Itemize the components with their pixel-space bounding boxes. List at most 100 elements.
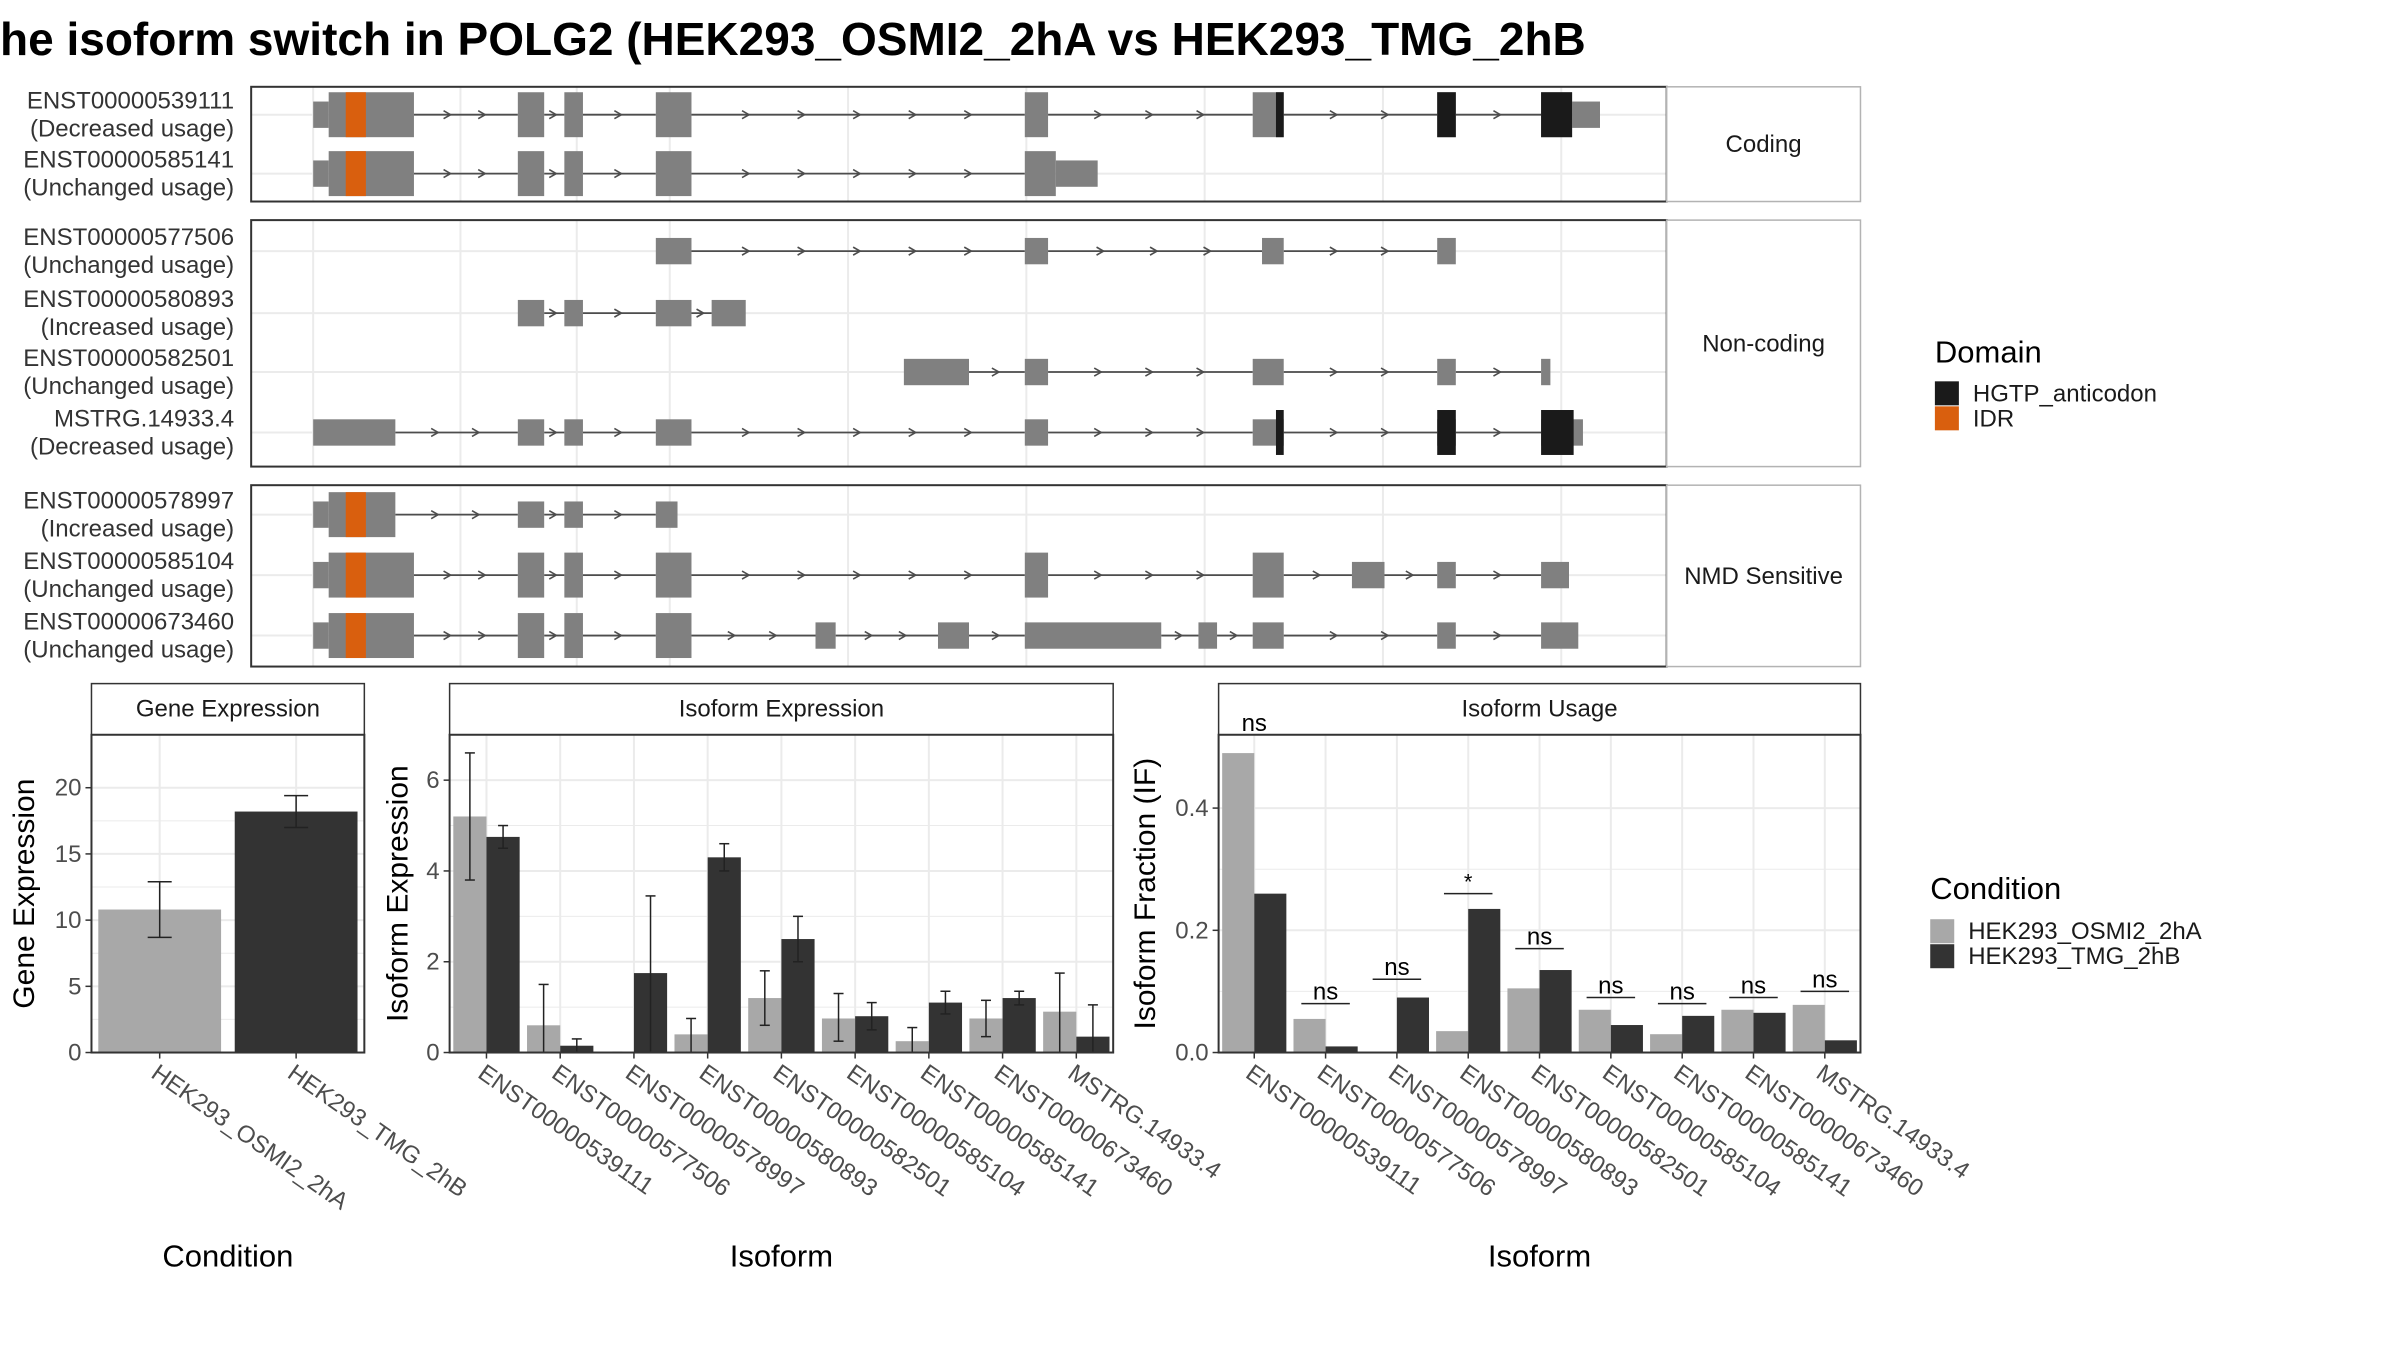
exon (564, 151, 583, 197)
structure-panel-0: ENST00000539111(Decreased usage)ENST0000… (23, 85, 1862, 203)
intron-arrow (477, 168, 487, 179)
intron-arrow (548, 168, 558, 179)
y-tick-label: 5 (68, 973, 81, 1000)
y-tick-label: 0 (68, 1040, 81, 1067)
panel-strip-label: NMD Sensitive (1684, 563, 1843, 590)
transcript-status-label: (Decreased usage) (30, 116, 234, 143)
transcript-id-label: ENST00000539111 (27, 88, 234, 115)
intron-arrow (613, 509, 623, 520)
exon (1024, 92, 1049, 138)
hgtp-anticodon-domain (1541, 92, 1573, 138)
intron-arrow (1093, 570, 1103, 580)
panel-strip-label: Coding (1726, 131, 1802, 158)
transcript-status-label: (Unchanged usage) (23, 637, 234, 664)
intron-arrow (797, 427, 807, 438)
intron-arrow (1196, 367, 1206, 377)
transcript-id-label: ENST00000578997 (23, 488, 234, 515)
bar (1682, 1015, 1715, 1053)
transcript-status-label: (Unchanged usage) (23, 576, 234, 603)
intron-arrow (548, 110, 558, 120)
transcript-status-label: (Unchanged usage) (23, 252, 234, 279)
plot-border (90, 733, 366, 1054)
exon (1351, 561, 1385, 589)
exon (1055, 160, 1098, 187)
intron-arrow (477, 630, 487, 641)
chart-title: Gene Expression (136, 696, 320, 723)
exon (328, 552, 414, 598)
intron-arrow (741, 168, 751, 179)
bar (1222, 753, 1255, 1053)
intron-arrow (797, 110, 807, 120)
exon (1541, 358, 1551, 386)
exon (564, 501, 583, 528)
intron-arrow (613, 630, 623, 641)
intron-arrow (741, 427, 751, 438)
transcript-id-label: ENST00000580893 (23, 286, 234, 313)
transcript-ENST00000539111: ENST00000539111(Decreased usage) (27, 88, 1600, 143)
bar (486, 836, 520, 1053)
intron-arrow (548, 570, 558, 580)
intron-arrow (908, 427, 918, 438)
exon (1024, 552, 1049, 598)
exon (517, 552, 545, 598)
intron-arrow (963, 427, 973, 438)
intron-arrow (1203, 246, 1213, 256)
bar (1507, 988, 1540, 1053)
intron-arrow (797, 570, 807, 580)
intron-arrow (1329, 367, 1339, 377)
y-tick-label: 0 (426, 1040, 439, 1067)
exon (711, 299, 746, 327)
panel-strip (1665, 484, 1862, 668)
transcript-id-label: ENST00000673460 (23, 609, 234, 636)
intron-arrow (797, 246, 807, 256)
intron-arrow (1093, 110, 1103, 120)
intron-arrow (443, 570, 453, 580)
y-tick-label: 15 (55, 841, 82, 868)
significance-label: ns (1313, 979, 1338, 1006)
exon (1024, 419, 1049, 446)
idr-domain (345, 92, 366, 138)
intron-arrow (1329, 427, 1339, 438)
intron-arrow (1312, 570, 1322, 580)
intron-arrow (852, 110, 862, 120)
exon (313, 622, 329, 649)
exon (1262, 237, 1284, 265)
bar (1396, 997, 1429, 1053)
legend-swatch (1930, 944, 1955, 969)
exon (1024, 622, 1162, 649)
bar (1002, 998, 1036, 1053)
exon (1437, 622, 1456, 649)
exon (564, 613, 583, 659)
intron-arrow (477, 110, 487, 120)
y-tick-label: 0.4 (1175, 795, 1208, 822)
transcript-status-label: (Unchanged usage) (23, 373, 234, 400)
intron-arrow (797, 168, 807, 179)
intron-arrow (613, 168, 623, 179)
intron-arrow (548, 427, 558, 438)
intron-arrow (1329, 110, 1339, 120)
transcript-id-label: ENST00000582501 (23, 345, 234, 372)
y-tick-label: 0.2 (1175, 917, 1208, 944)
intron-arrow (613, 427, 623, 438)
intron-arrow (1380, 246, 1390, 256)
intron-arrow (443, 110, 453, 120)
intron-arrow (852, 570, 862, 580)
exon (655, 552, 692, 598)
y-tick-label: 4 (426, 858, 439, 885)
intron-arrow (727, 630, 737, 641)
exon (655, 419, 692, 446)
significance-label: ns (1598, 973, 1623, 1000)
exon (1024, 151, 1056, 197)
legend-swatch (1934, 406, 1959, 431)
legend-label: IDR (1973, 405, 2014, 432)
transcript-ENST00000580893: ENST00000580893(Increased usage) (23, 286, 746, 341)
intron-arrow (908, 110, 918, 120)
intron-arrow (1329, 246, 1339, 256)
intron-arrow (1144, 427, 1155, 438)
intron-arrow (1229, 630, 1239, 641)
intron-arrow (1380, 427, 1390, 438)
transcript-status-label: (Unchanged usage) (23, 175, 234, 202)
